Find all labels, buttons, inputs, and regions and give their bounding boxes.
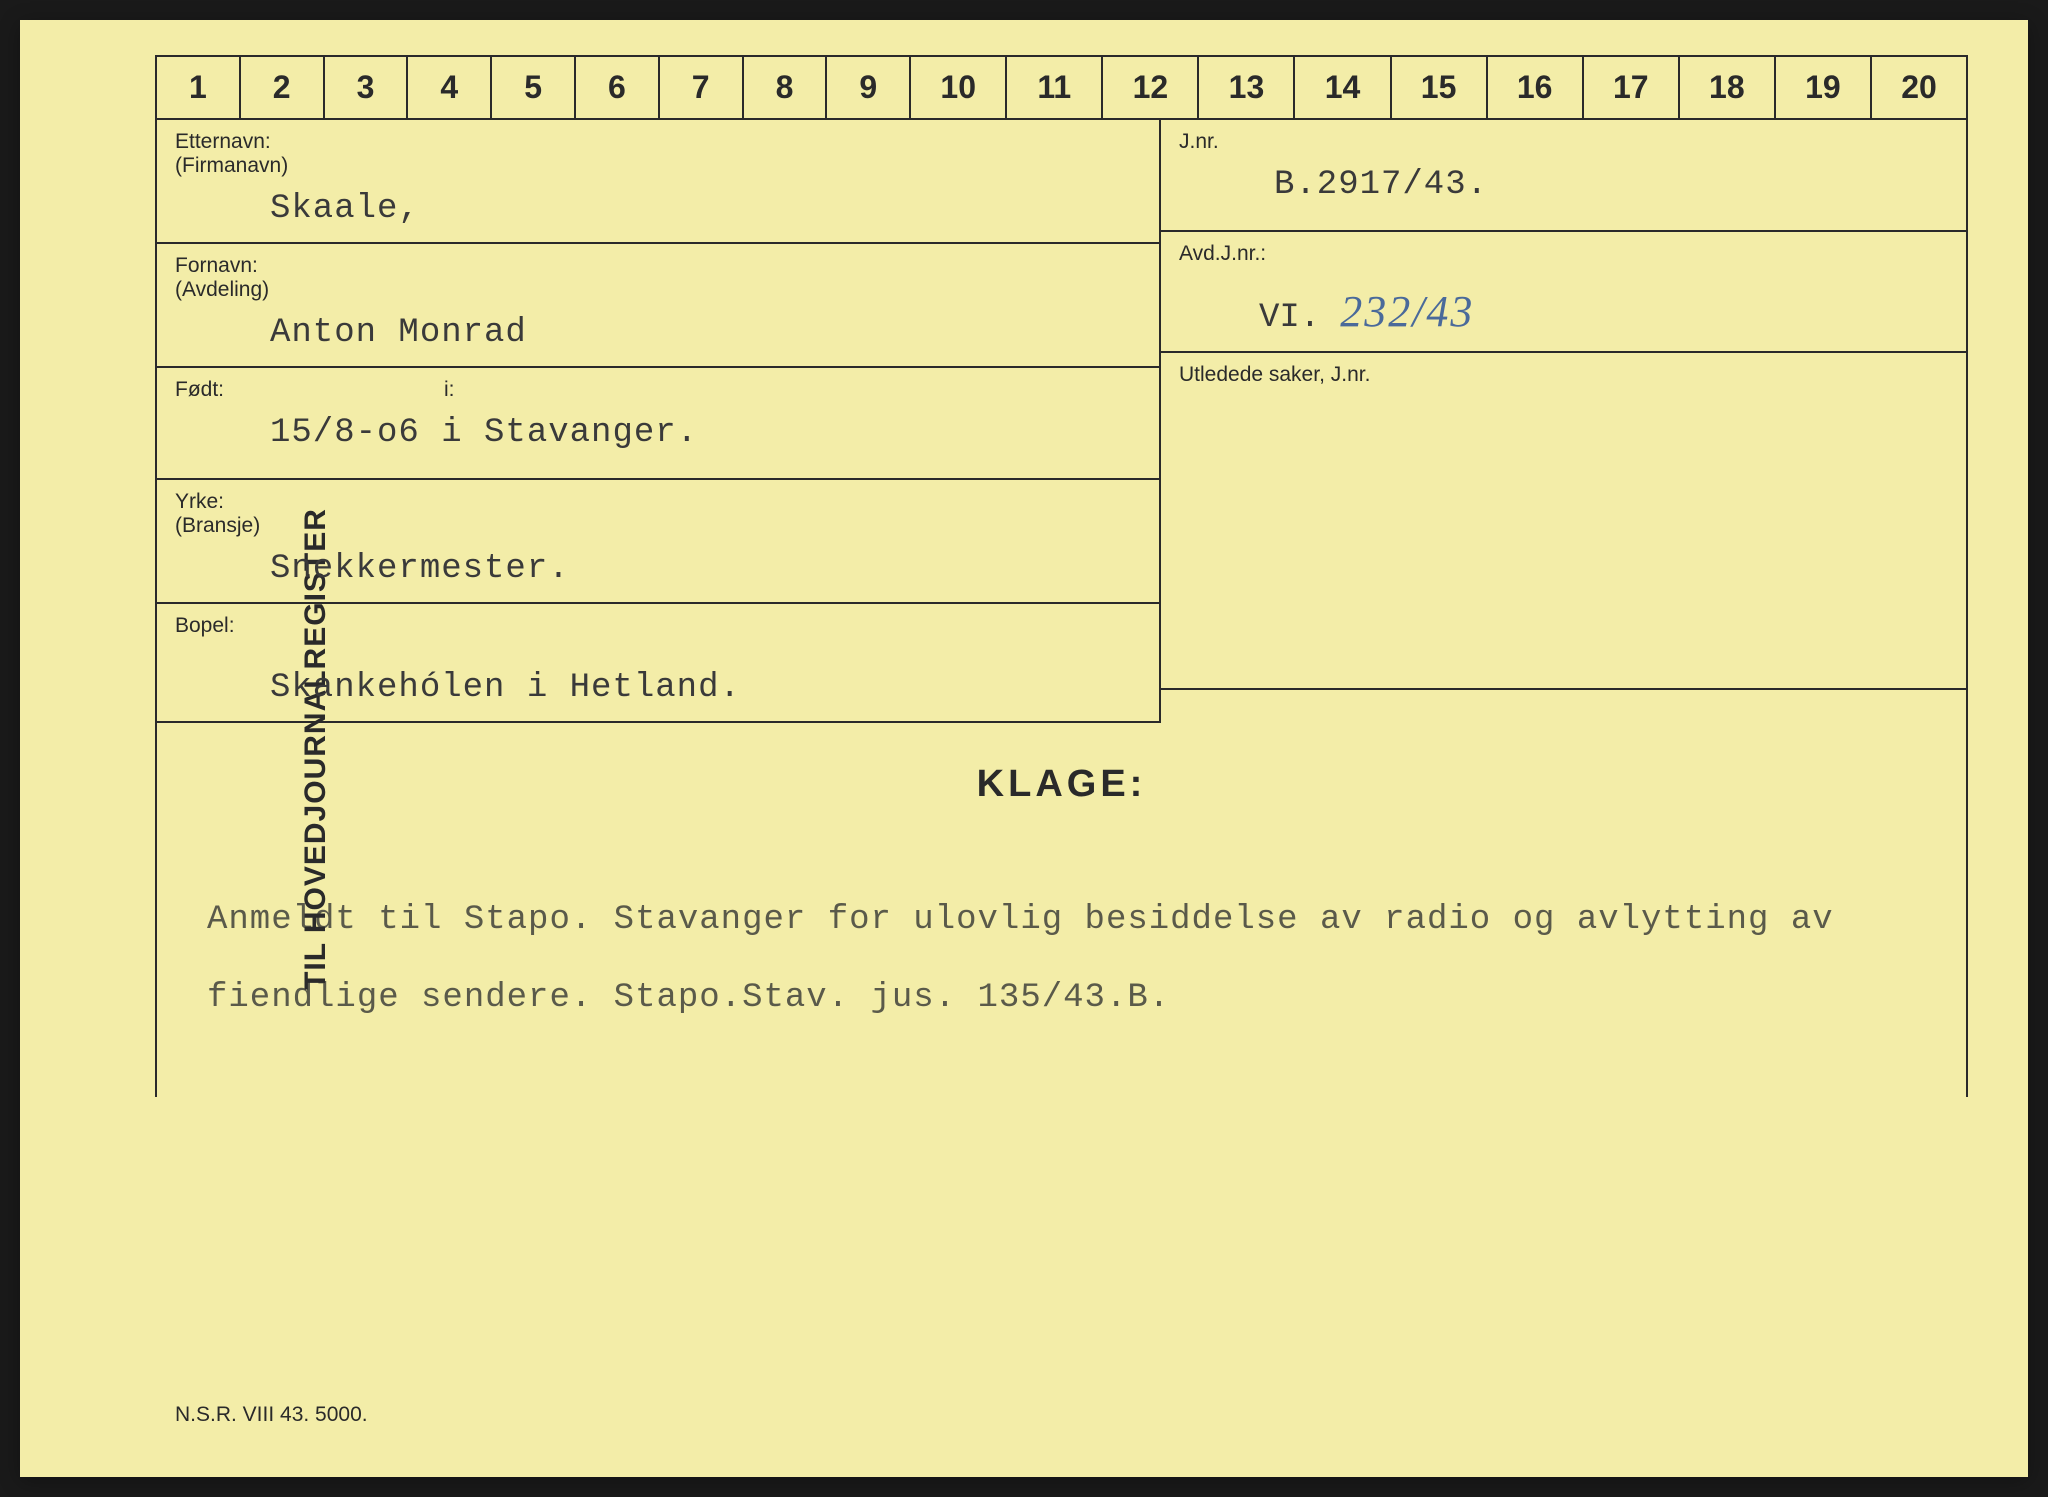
ruler-cell: 4 xyxy=(408,57,492,118)
ruler-cell: 12 xyxy=(1103,57,1199,118)
field-yrke: Yrke: (Bransje) Snekkermester. xyxy=(157,480,1159,604)
field-jnr: J.nr. B.2917/43. xyxy=(1161,120,1966,232)
field-value: B.2917/43. xyxy=(1274,166,1948,204)
field-label: i: xyxy=(444,378,455,402)
field-label: Fornavn: xyxy=(175,254,1141,278)
field-label: Bopel: xyxy=(175,614,1141,638)
field-etternavn: Etternavn: (Firmanavn) Skaale, xyxy=(157,120,1159,244)
ruler-cell: 8 xyxy=(744,57,828,118)
ruler-cell: 20 xyxy=(1872,57,1966,118)
field-label: Utledede saker, J.nr. xyxy=(1179,363,1948,387)
footer-code: N.S.R. VIII 43. 5000. xyxy=(175,1403,368,1427)
field-value: Snekkermester. xyxy=(270,550,1141,588)
form-right-column: J.nr. B.2917/43. Avd.J.nr.: VI. 232/43 U… xyxy=(1161,120,1966,723)
ruler-cell: 14 xyxy=(1295,57,1391,118)
registration-card: TIL HOVEDJOURNALREGISTER 1 2 3 4 5 6 7 8… xyxy=(20,20,2028,1477)
field-label: Født: xyxy=(175,378,224,402)
ruler-cell: 1 xyxy=(157,57,241,118)
ruler-cell: 2 xyxy=(241,57,325,118)
ruler-cell: 7 xyxy=(660,57,744,118)
klage-title: KLAGE: xyxy=(207,763,1916,806)
field-value-prefix: VI. xyxy=(1259,299,1320,337)
ruler-strip: 1 2 3 4 5 6 7 8 9 10 11 12 13 14 15 16 1… xyxy=(155,55,1968,120)
field-fodt: Født: i: 15/8-o6 i Stavanger. xyxy=(157,368,1159,480)
form-grid: Etternavn: (Firmanavn) Skaale, Fornavn: … xyxy=(155,120,1968,723)
field-value: Skankehólen i Hetland. xyxy=(270,669,1141,707)
ruler-cell: 11 xyxy=(1007,57,1103,118)
ruler-cell: 9 xyxy=(827,57,911,118)
klage-body: Anmeldt til Stapo. Stavanger for ulovlig… xyxy=(207,881,1916,1037)
ruler-cell: 6 xyxy=(576,57,660,118)
field-sublabel: (Firmanavn) xyxy=(175,154,1141,178)
klage-section: KLAGE: Anmeldt til Stapo. Stavanger for … xyxy=(155,723,1968,1097)
handwritten-value: 232/43 xyxy=(1340,286,1474,337)
ruler-cell: 16 xyxy=(1488,57,1584,118)
field-label: Yrke: xyxy=(175,490,1141,514)
ruler-cell: 5 xyxy=(492,57,576,118)
ruler-cell: 13 xyxy=(1199,57,1295,118)
field-avdjnr: Avd.J.nr.: VI. 232/43 xyxy=(1161,232,1966,353)
field-utledede: Utledede saker, J.nr. xyxy=(1161,353,1966,690)
field-sublabel: (Bransje) xyxy=(175,514,1141,538)
field-fornavn: Fornavn: (Avdeling) Anton Monrad xyxy=(157,244,1159,368)
ruler-cell: 19 xyxy=(1776,57,1872,118)
ruler-cell: 18 xyxy=(1680,57,1776,118)
ruler-cell: 10 xyxy=(911,57,1007,118)
field-value: Skaale, xyxy=(270,190,1141,228)
field-label: Etternavn: xyxy=(175,130,1141,154)
field-bopel: Bopel: Skankehólen i Hetland. xyxy=(157,604,1159,722)
ruler-cell: 15 xyxy=(1392,57,1488,118)
field-value: Anton Monrad xyxy=(270,314,1141,352)
form-left-column: Etternavn: (Firmanavn) Skaale, Fornavn: … xyxy=(157,120,1161,723)
ruler-cell: 17 xyxy=(1584,57,1680,118)
field-sublabel: (Avdeling) xyxy=(175,278,1141,302)
field-label: J.nr. xyxy=(1179,130,1948,154)
field-value: 15/8-o6 i Stavanger. xyxy=(270,414,1141,452)
ruler-cell: 3 xyxy=(325,57,409,118)
field-label: Avd.J.nr.: xyxy=(1179,242,1948,266)
